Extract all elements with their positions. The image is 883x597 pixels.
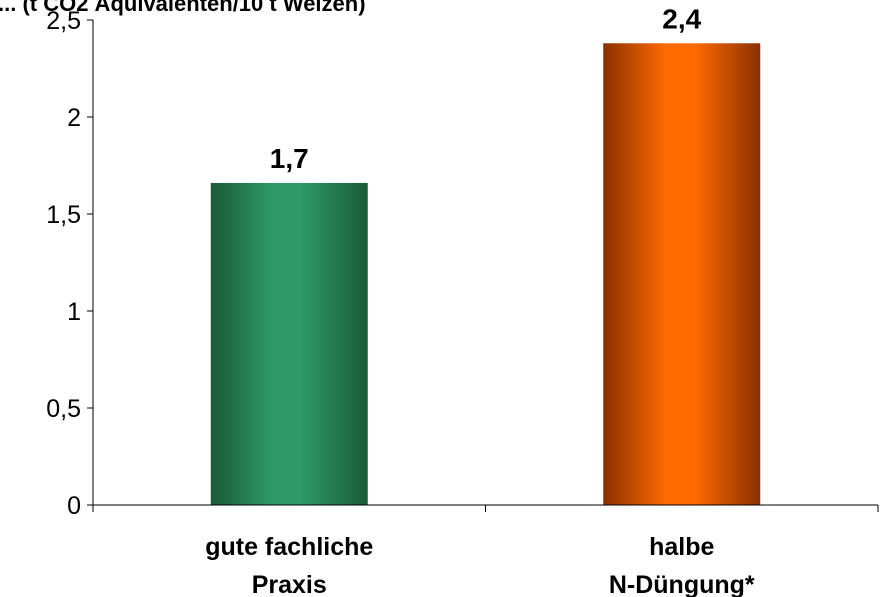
x-tick-label-2-line-2: N-Düngung* <box>609 571 755 597</box>
y-tick-label: 1 <box>67 298 81 326</box>
x-tick-label-1-line-2: Praxis <box>252 571 327 597</box>
y-tick-label: 2 <box>67 104 81 132</box>
y-tick-label: 0 <box>67 492 81 520</box>
y-tick-label: 0,5 <box>46 395 81 423</box>
data-label-1: 1,7 <box>270 143 309 174</box>
x-tick-label-2-line-1: halbe <box>649 533 714 561</box>
x-tick-label-1-line-1: gute fachliche <box>205 533 373 561</box>
bar-2 <box>603 43 761 505</box>
chart-title: ... (t CO2 Äquivalenten/10 t Weizen) <box>0 0 366 16</box>
y-tick-label: 1,5 <box>46 201 81 229</box>
y-tick-label: 2,5 <box>46 7 81 35</box>
data-label-2: 2,4 <box>662 3 701 34</box>
bar-1 <box>210 182 368 505</box>
